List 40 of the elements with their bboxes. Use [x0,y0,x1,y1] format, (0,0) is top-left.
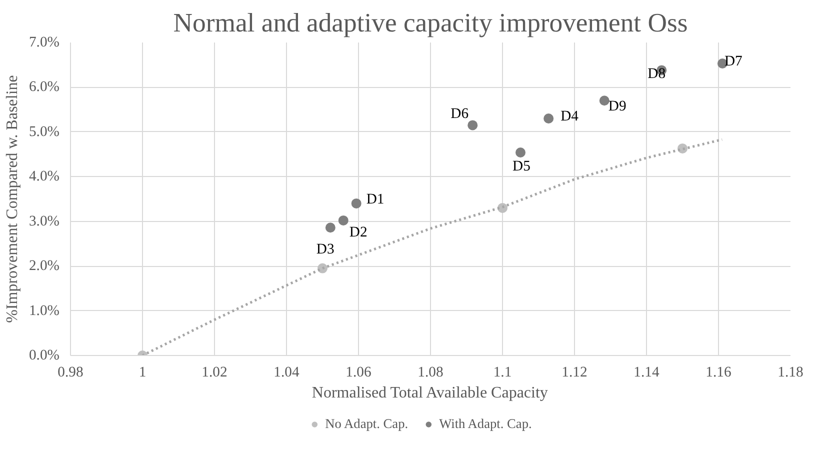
y-tick-label: 6.0% [28,79,60,96]
annotation: D6 [450,106,469,122]
x-tick-label: 1.06 [346,364,372,380]
y-tick-label: 3.0% [28,213,60,230]
y-axis-title: %Improvement Compared w. Baseline [4,75,21,323]
annotation: D3 [316,242,334,258]
y-tick-label: 4.0% [28,168,60,185]
point [516,148,526,158]
x-tick-label: 1.08 [418,364,444,380]
annotation: D2 [349,224,368,240]
annotation: D7 [724,54,742,70]
legend-label: With Adapt. Cap. [439,416,532,432]
x-tick-label: 1.14 [634,364,660,380]
y-tick-label: 5.0% [28,124,60,140]
point [338,215,348,226]
x-tick-label: 1.04 [274,364,300,380]
point [468,120,478,130]
x-tick-label: 0.98 [58,364,84,380]
y-tick-label: 1.0% [28,302,60,319]
legend-label: No Adapt. Cap. [325,416,408,432]
x-tick-label: 1.16 [706,364,732,380]
y-tick-label: 0.0% [28,348,60,364]
x-tick-label: 1.18 [778,364,804,380]
point [544,114,554,124]
point [599,96,610,106]
chart-title: Normal and adaptive capacity improvement Oss [173,8,688,38]
point [325,222,336,233]
annotation: D5 [512,158,530,174]
point [351,198,362,208]
y-tick-label: 2.0% [28,258,60,274]
annotation: D8 [648,66,666,82]
x-tick-label: 1.12 [562,364,588,380]
annotation: D4 [560,108,580,125]
y-tick-label: 7.0% [28,34,60,50]
annotation: D9 [608,98,626,115]
annotation: D1 [366,191,384,208]
x-tick-label: 1.1 [493,364,512,380]
x-tick-label: 1.02 [202,364,228,380]
x-tick-label: 1 [138,364,146,380]
x-axis-title: Normalised Total Available Capacity [312,384,548,402]
